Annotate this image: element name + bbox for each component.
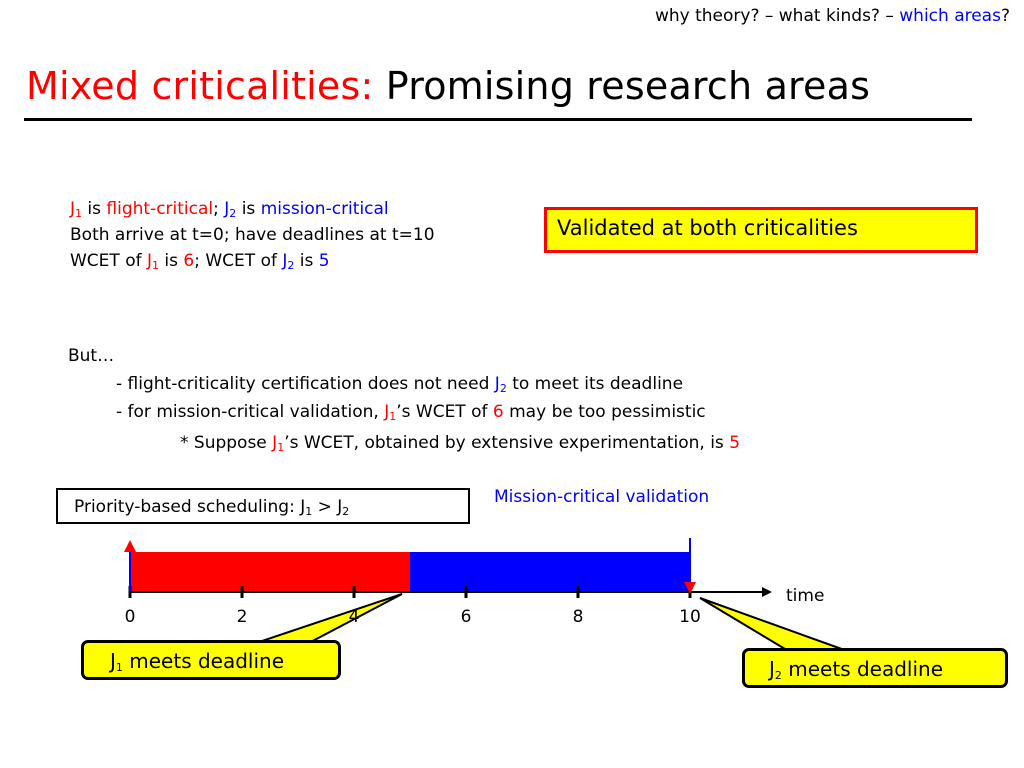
breadcrumb-part-2: which areas (899, 6, 1001, 26)
tick-label-8: 8 (573, 607, 584, 627)
tick-label-10: 10 (679, 607, 701, 627)
but-item-2: - for mission-critical validation, J1’s … (116, 402, 706, 423)
schedule-bar-j1 (130, 552, 410, 592)
breadcrumb: why theory? – what kinds? – which areas? (655, 6, 1010, 26)
release-arrow-head (124, 540, 136, 552)
facts-line-3: WCET of J1 is 6; WCET of J2 is 5 (70, 251, 330, 272)
breadcrumb-part-1: why theory? – what kinds? – (654, 6, 900, 26)
tick-label-2: 2 (237, 607, 248, 627)
mission-critical-label: Mission-critical validation (494, 487, 710, 507)
title-black-part: Promising research areas (385, 64, 871, 108)
schedule-bar-j2 (410, 552, 690, 592)
but-item-1: - flight-criticality certification does … (116, 374, 684, 395)
tick-label-0: 0 (125, 607, 136, 627)
but-intro: But… (68, 346, 115, 366)
callout-j1-meets-deadline: J1 meets deadline (81, 640, 341, 680)
callout-j1-pointer (249, 593, 403, 646)
but-note: * Suppose J1’s WCET, obtained by extensi… (180, 433, 741, 454)
facts-line-1: J1 is flight-critical; J2 is mission-cri… (70, 199, 389, 220)
tick-label-4: 4 (349, 607, 360, 627)
breadcrumb-part-3: ? (1000, 6, 1010, 26)
validated-box: Validated at both criticalities (544, 207, 978, 253)
slide-title: Mixed criticalities: Promising research … (26, 64, 870, 108)
title-red-part: Mixed criticalities: (26, 64, 374, 108)
tick-label-6: 6 (461, 607, 472, 627)
title-underline (24, 118, 972, 121)
but-block: But… - flight-criticality certification … (68, 342, 740, 457)
time-axis-label: time (786, 586, 825, 606)
callout-j2-pointer (699, 597, 851, 653)
facts-line-2: Both arrive at t=0; have deadlines at t=… (70, 225, 435, 245)
job-facts: J1 is flight-critical; J2 is mission-cri… (70, 196, 435, 274)
priority-box: Priority-based scheduling: J1 > J2 (56, 488, 470, 524)
callout-j2-meets-deadline: J2 meets deadline (742, 648, 1008, 688)
deadline-arrow-head (684, 582, 696, 594)
